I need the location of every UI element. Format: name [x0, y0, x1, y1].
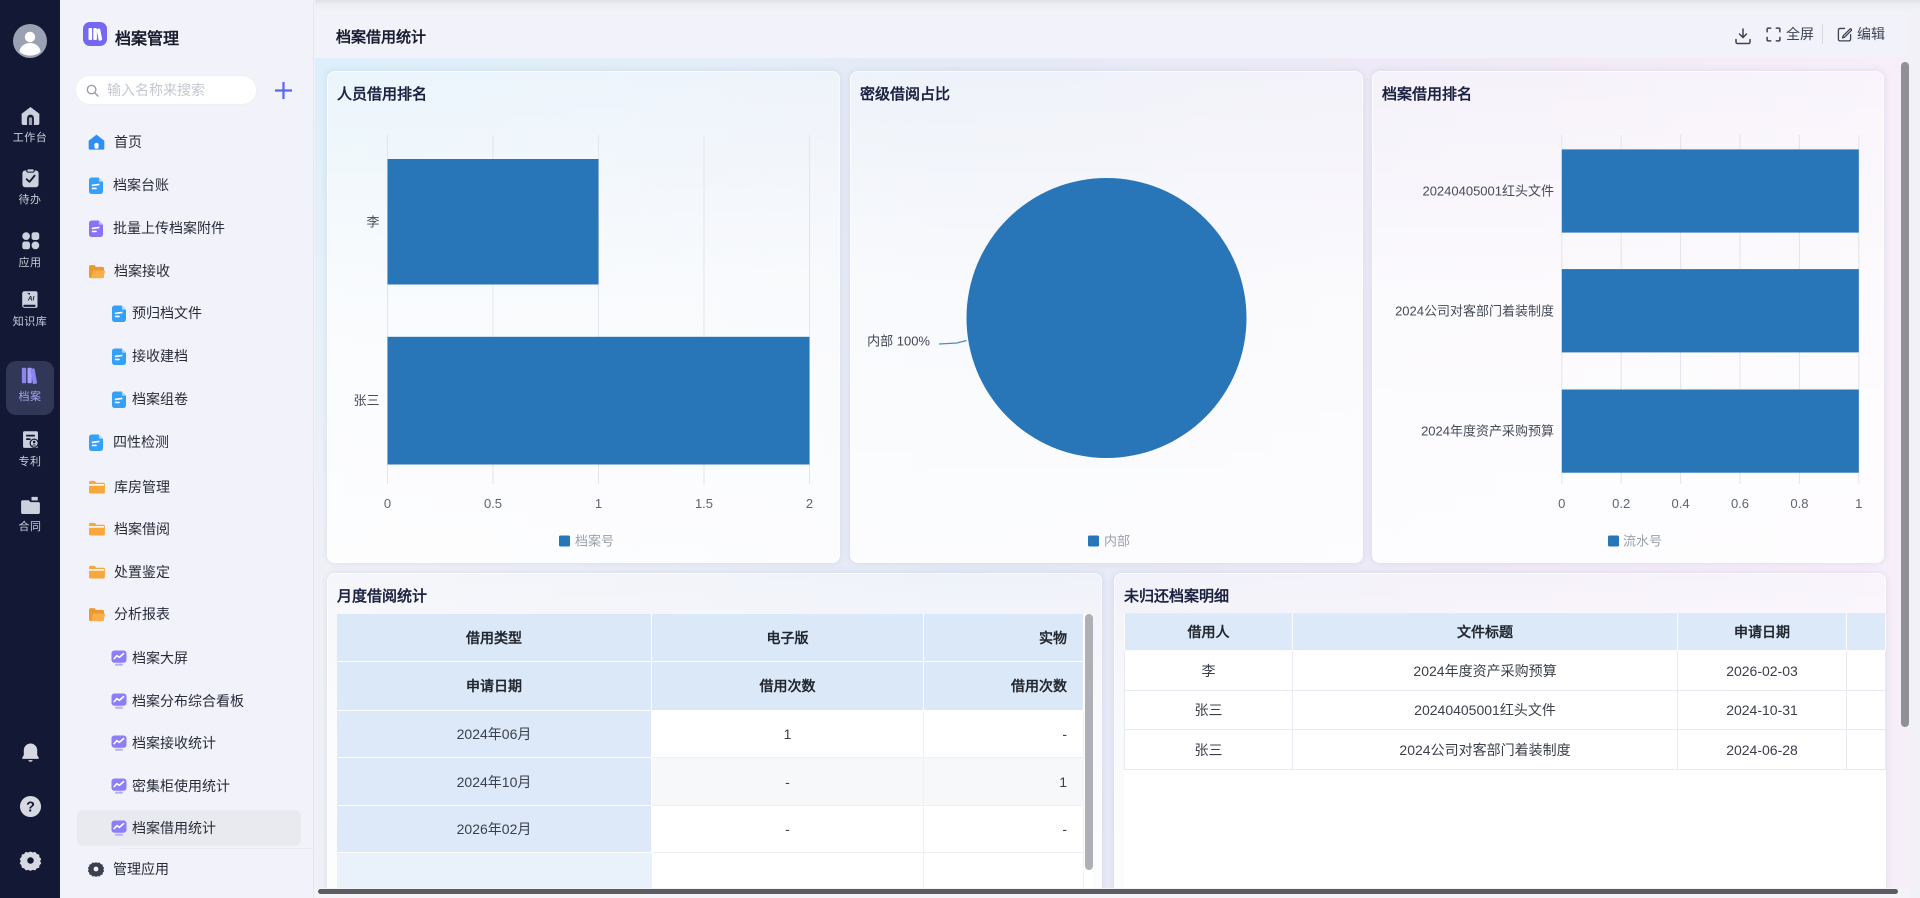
svg-text:档案号: 档案号 [575, 534, 614, 549]
svg-text:1.5: 1.5 [695, 496, 713, 511]
svg-text:0.8: 0.8 [1790, 496, 1808, 511]
svg-text:内部: 内部 [1104, 534, 1130, 549]
svg-text:内部 100%: 内部 100% [867, 334, 930, 349]
svg-text:李: 李 [366, 214, 379, 229]
svg-text:0.6: 0.6 [1731, 496, 1749, 511]
svg-text:0: 0 [384, 496, 391, 511]
svg-text:0.5: 0.5 [484, 496, 502, 511]
svg-text:2: 2 [806, 496, 813, 511]
svg-text:2024年度资产采购预算: 2024年度资产采购预算 [1421, 424, 1554, 439]
svg-text:1: 1 [1855, 496, 1862, 511]
svg-text:张三: 张三 [353, 393, 379, 408]
svg-text:?: ? [26, 799, 35, 815]
svg-text:2024公司对客部门着装制度: 2024公司对客部门着装制度 [1395, 303, 1554, 318]
svg-text:0: 0 [1558, 496, 1565, 511]
svg-text:20240405001红头文件: 20240405001红头文件 [1422, 184, 1554, 199]
svg-text:0.4: 0.4 [1672, 496, 1690, 511]
svg-text:流水号: 流水号 [1623, 534, 1662, 549]
svg-text:AI: AI [26, 296, 34, 303]
svg-text:0.2: 0.2 [1612, 496, 1630, 511]
svg-text:1: 1 [595, 496, 602, 511]
